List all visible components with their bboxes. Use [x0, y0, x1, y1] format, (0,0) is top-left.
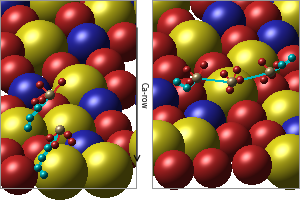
Text: Ca-row: Ca-row — [139, 82, 148, 108]
